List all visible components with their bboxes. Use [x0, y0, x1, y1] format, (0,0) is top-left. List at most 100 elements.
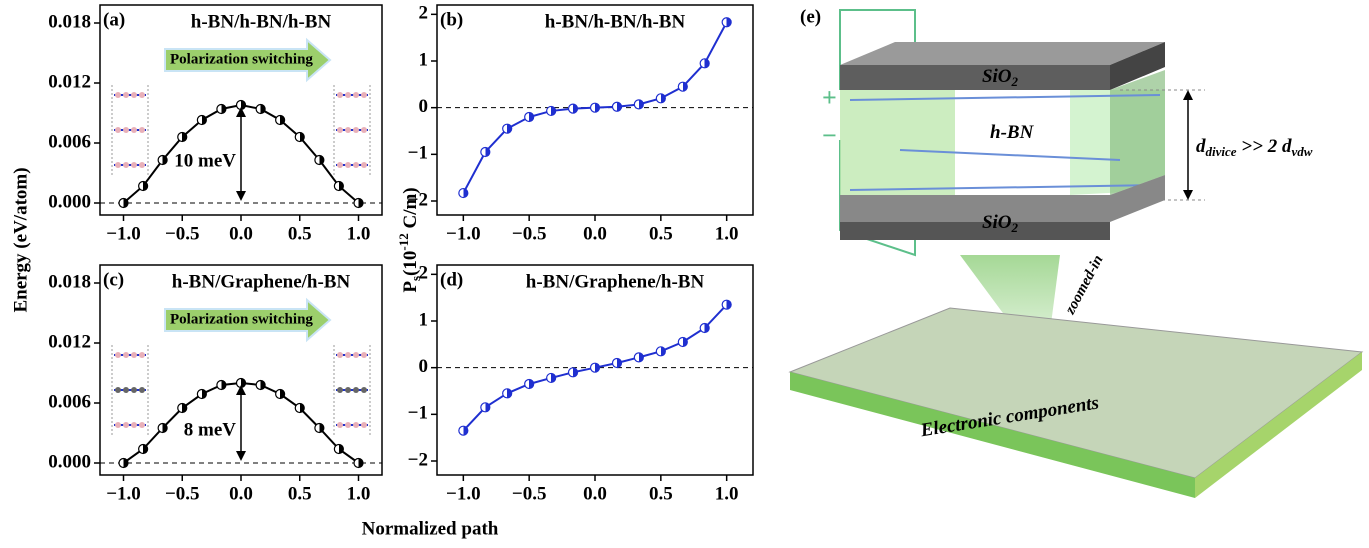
data-point — [525, 113, 534, 122]
x-tick-label: −1.0 — [106, 483, 141, 504]
data-point — [295, 133, 304, 142]
slab-front — [840, 65, 1110, 90]
data-point — [217, 381, 226, 390]
atom — [361, 352, 367, 358]
x-tick-label: −0.5 — [512, 223, 547, 244]
atom — [361, 422, 367, 428]
schematic: (e) + − h-BN SiO2 SiO2 ddivice >> 2 dvdw — [790, 6, 1362, 498]
x-tick-label: 1.0 — [715, 223, 739, 244]
atom — [131, 92, 137, 98]
atom — [131, 162, 137, 168]
layer-label: SiO — [982, 66, 1012, 87]
data-point — [525, 380, 534, 389]
data-point — [634, 353, 643, 362]
atom — [345, 352, 351, 358]
y-tick-label: 0.000 — [48, 191, 91, 212]
atom — [131, 127, 137, 133]
atom — [353, 92, 359, 98]
arrow-head — [236, 451, 246, 461]
atom — [115, 92, 121, 98]
y-tick-label: 1 — [419, 49, 429, 70]
x-tick-label: 0.0 — [229, 223, 253, 244]
chart-title: h-BN/h-BN/h-BN — [191, 11, 332, 32]
layer-label: h-BN — [990, 122, 1035, 143]
data-point — [700, 324, 709, 333]
data-point — [591, 103, 600, 112]
data-point — [178, 133, 187, 142]
data-point — [295, 404, 304, 413]
atom — [139, 92, 145, 98]
atom — [115, 127, 121, 133]
atom — [123, 422, 129, 428]
atom — [123, 387, 129, 393]
data-point — [569, 104, 578, 113]
atom — [131, 387, 137, 393]
y-tick-label: 1 — [419, 309, 429, 330]
data-point — [503, 389, 512, 398]
y-tick-label: 0 — [419, 96, 429, 117]
layer-label: SiO — [982, 212, 1012, 233]
data-point — [276, 390, 285, 399]
atom — [123, 127, 129, 133]
atom — [345, 92, 351, 98]
data-point — [197, 116, 206, 125]
data-point — [678, 338, 687, 347]
data-point — [315, 424, 324, 433]
y-axis-label: C/m) — [400, 187, 421, 233]
data-point — [178, 404, 187, 413]
data-point — [634, 100, 643, 109]
x-axis-label: Normalized path — [362, 518, 499, 539]
y-tick-label: 0.000 — [48, 451, 91, 472]
atom — [131, 422, 137, 428]
data-point — [139, 445, 148, 454]
atom — [139, 422, 145, 428]
data-point — [354, 459, 363, 468]
figure: −1.0−0.50.00.51.00.0000.0060.0120.018(a)… — [0, 0, 1369, 548]
y-axis-label: Ps(10-12 C/m) — [396, 187, 423, 292]
panel-label: (c) — [103, 269, 124, 290]
atom — [139, 127, 145, 133]
chart-title: h-BN/Graphene/h-BN — [172, 271, 351, 292]
x-tick-label: 0.5 — [649, 223, 673, 244]
data-point — [481, 148, 490, 157]
atom — [361, 162, 367, 168]
x-tick-label: −1.0 — [446, 223, 481, 244]
y-tick-label: 0 — [419, 356, 429, 377]
x-tick-label: 0.5 — [649, 483, 673, 504]
atom — [353, 422, 359, 428]
data-point — [481, 403, 490, 412]
atom — [345, 387, 351, 393]
data-point — [256, 105, 265, 114]
atom — [337, 92, 343, 98]
atom — [361, 387, 367, 393]
atom — [353, 387, 359, 393]
atom — [353, 162, 359, 168]
data-point — [722, 18, 731, 27]
x-tick-label: 1.0 — [347, 223, 371, 244]
distance-label: ddivice >> 2 dvdw — [1196, 136, 1313, 159]
layer-label: 2 — [1011, 74, 1019, 89]
arrow-head — [236, 191, 246, 201]
atom — [337, 352, 343, 358]
data-point — [547, 373, 556, 382]
data-point — [119, 459, 128, 468]
y-tick-label: −1 — [408, 143, 428, 164]
data-point — [459, 426, 468, 435]
data-point — [158, 424, 167, 433]
y-axis-label: Energy (eV/atom) — [10, 167, 31, 312]
data-point — [503, 124, 512, 133]
panel-label: (d) — [440, 269, 463, 290]
atom — [115, 422, 121, 428]
atom — [115, 352, 121, 358]
atom — [345, 127, 351, 133]
y-tick-label: 0.012 — [48, 331, 91, 352]
data-point — [256, 381, 265, 390]
atom — [123, 352, 129, 358]
x-tick-label: −1.0 — [446, 483, 481, 504]
atom — [123, 162, 129, 168]
x-tick-label: 0.0 — [583, 223, 607, 244]
y-tick-label: −2 — [408, 449, 428, 470]
atom — [139, 352, 145, 358]
panel-label: (a) — [103, 9, 125, 30]
